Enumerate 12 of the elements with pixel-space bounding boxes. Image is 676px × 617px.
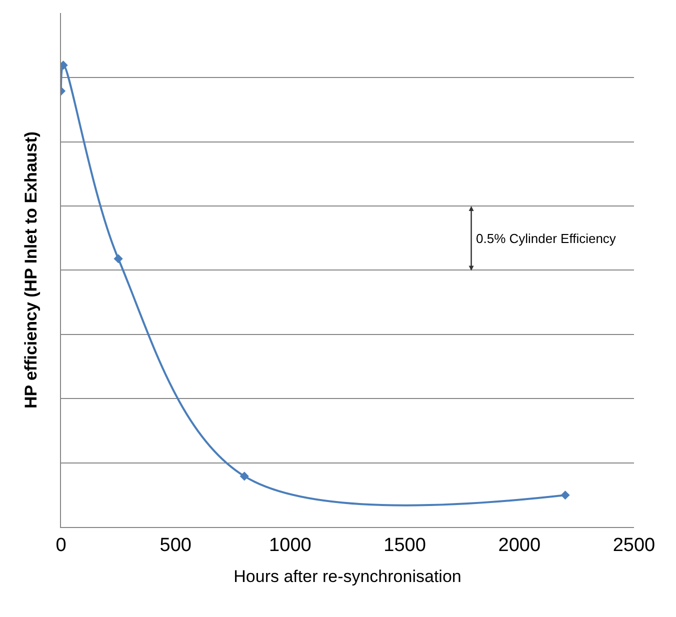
y-axis-title: HP efficiency (HP Inlet to Exhaust)	[22, 131, 41, 409]
point	[240, 472, 249, 481]
x-tick-label: 500	[160, 534, 192, 556]
x-tick-label: 2000	[498, 534, 541, 556]
x-axis-title: Hours after re-synchronisation	[234, 567, 462, 586]
point	[560, 490, 570, 500]
x-tick-label: 0	[56, 534, 66, 556]
annotation: 0.5% Cylinder Efficiency	[476, 231, 616, 246]
x-tick-label: 2500	[612, 534, 656, 556]
x-tick-label: 1000	[269, 534, 312, 556]
x-tick-label: 1500	[384, 534, 426, 556]
point	[114, 254, 123, 264]
